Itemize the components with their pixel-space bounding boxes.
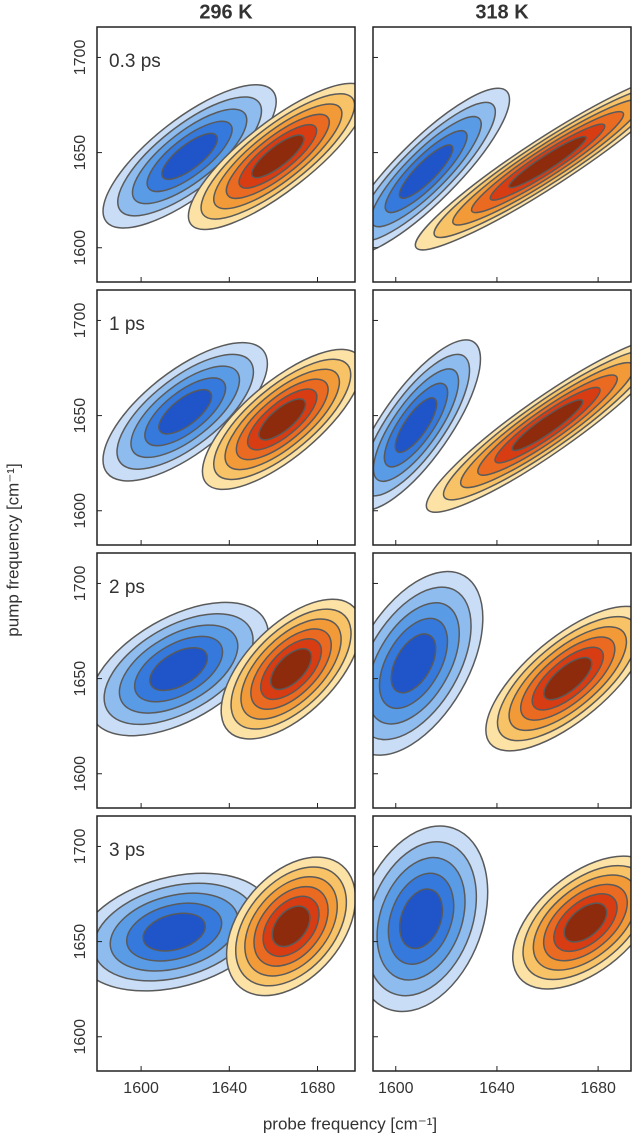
panel-frame	[372, 26, 632, 283]
contour-level	[394, 397, 438, 454]
contour-level	[142, 912, 206, 952]
x-tick-label: 1680	[300, 1080, 336, 1097]
panel-frame	[372, 289, 632, 546]
y-axis-label: pump frequency [cm⁻¹]	[3, 463, 22, 636]
y-tick-label: 1700	[72, 829, 89, 865]
contour-level	[271, 905, 311, 948]
panel-frame	[96, 552, 356, 809]
panel-frame	[372, 552, 632, 809]
panel-frame	[96, 26, 356, 283]
y-tick-label: 1700	[72, 40, 89, 76]
contour-level	[390, 633, 437, 694]
contours	[97, 598, 355, 740]
panel-frame	[372, 815, 632, 1072]
contours	[102, 82, 355, 231]
contour-level	[250, 134, 305, 179]
panel-frame	[96, 815, 356, 1072]
contour-level	[161, 132, 219, 181]
x-tick-label: 1600	[123, 1080, 159, 1097]
contour-level	[258, 398, 307, 441]
y-tick-label: 1600	[72, 493, 89, 529]
contour-level	[543, 656, 593, 701]
y-tick-label: 1650	[72, 135, 89, 171]
contour-level	[398, 888, 444, 950]
time-label: 3 ps	[109, 840, 145, 861]
x-tick-label: 1680	[580, 1080, 616, 1097]
contour-level	[508, 135, 587, 189]
y-tick-label: 1650	[72, 924, 89, 960]
contours	[373, 570, 631, 756]
label-box	[101, 308, 187, 340]
contour-level	[269, 647, 313, 691]
y-tick-label: 1650	[72, 398, 89, 434]
time-label: 0.3 ps	[109, 51, 161, 72]
time-label: 1 ps	[109, 314, 145, 335]
y-tick-label: 1600	[72, 756, 89, 792]
label-box	[101, 571, 187, 603]
x-tick-label: 1640	[479, 1080, 515, 1097]
panel-frame	[96, 289, 356, 546]
column-title: 296 K	[199, 1, 253, 23]
contours	[97, 856, 355, 997]
contours	[102, 341, 355, 491]
contours	[373, 337, 631, 513]
contour-level	[563, 902, 608, 943]
label-box	[101, 834, 187, 866]
contours	[373, 73, 631, 256]
y-tick-label: 1600	[72, 230, 89, 266]
contours	[373, 825, 631, 1013]
x-tick-label: 1640	[212, 1080, 248, 1097]
x-tick-label: 1600	[378, 1080, 414, 1097]
label-box	[101, 45, 187, 77]
contour-level	[149, 647, 209, 692]
column-title: 318 K	[475, 1, 529, 23]
y-tick-label: 1700	[72, 566, 89, 602]
y-tick-label: 1650	[72, 661, 89, 697]
contour-level	[398, 144, 454, 200]
contour-level	[511, 398, 584, 452]
y-tick-label: 1600	[72, 1019, 89, 1055]
x-axis-label: probe frequency [cm⁻¹]	[263, 1114, 437, 1133]
time-label: 2 ps	[109, 577, 145, 598]
contour-level	[158, 388, 213, 435]
y-tick-label: 1700	[72, 303, 89, 339]
